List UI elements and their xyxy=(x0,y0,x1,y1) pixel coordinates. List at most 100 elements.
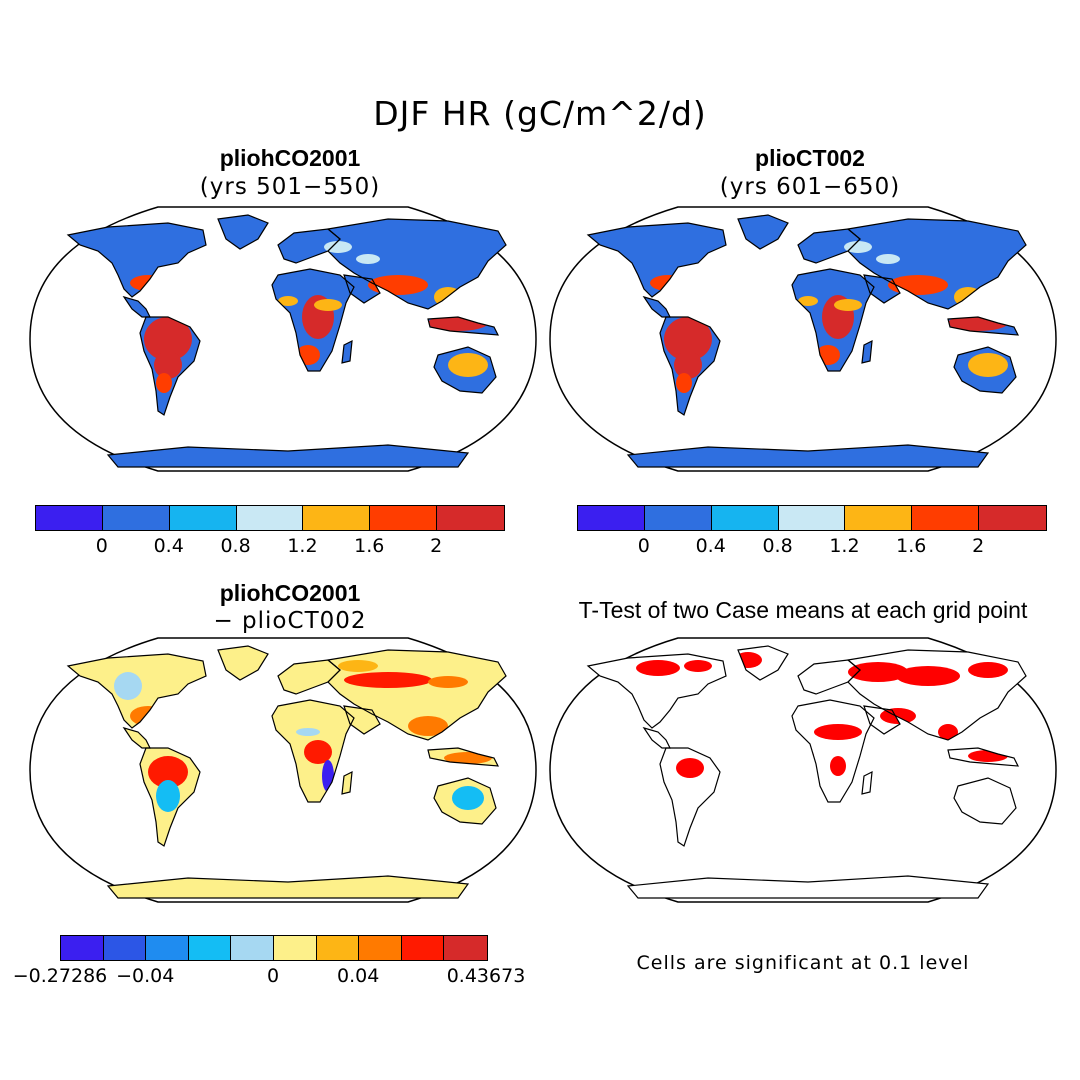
significant-region xyxy=(636,660,680,676)
hr-region xyxy=(876,254,900,264)
coastline-arabia xyxy=(863,705,901,735)
landmass-antarctica xyxy=(628,876,988,898)
coastline-southAmerica xyxy=(139,316,201,416)
coastline-indonesia xyxy=(427,316,500,336)
landmass-europe xyxy=(278,660,340,694)
significant-region xyxy=(676,758,704,778)
panel1-colorbar-ticks: 0 0.4 0.8 1.2 1.6 2 xyxy=(35,535,503,559)
colorbar-tick-label: 1.6 xyxy=(896,535,927,557)
colorbar-tick-label: 0 xyxy=(266,965,280,987)
diff-region xyxy=(156,780,180,812)
colorbar-tick-label: 0.43673 xyxy=(446,965,526,987)
colorbar-tick-label: 1.6 xyxy=(354,535,385,557)
coastline-arabia xyxy=(343,705,381,735)
colorbar-swatch xyxy=(778,506,846,530)
colorbar-tick-label: 0.4 xyxy=(695,535,726,557)
diff-region xyxy=(408,716,448,736)
hr-region xyxy=(798,296,818,306)
coastline-asia xyxy=(846,649,1027,741)
colorbar-swatch xyxy=(36,506,103,530)
coastline-southAmerica xyxy=(139,747,201,847)
colorbar-swatch xyxy=(912,506,980,530)
panel1-map xyxy=(29,206,537,472)
coastline-australia xyxy=(433,777,497,825)
coastline-southAmerica xyxy=(659,747,721,847)
panel2-title: plioCT002 xyxy=(755,145,865,171)
coastline-arabia xyxy=(863,274,901,304)
coastline-southAmerica xyxy=(659,316,721,416)
diff-region xyxy=(148,756,188,788)
colorbar-swatch xyxy=(61,936,104,960)
landmass-centralAmerica xyxy=(644,728,670,748)
colorbar-swatch xyxy=(103,936,147,960)
colorbar-tick-label: 0 xyxy=(95,535,108,557)
coastline-arabia xyxy=(343,274,381,304)
hr-region xyxy=(674,351,702,379)
landmass-centralAmerica xyxy=(124,297,150,317)
hr-region xyxy=(448,353,488,377)
hr-region xyxy=(968,353,1008,377)
hr-region xyxy=(154,351,182,379)
diff-region xyxy=(452,786,484,810)
colorbar-swatch xyxy=(273,936,317,960)
hr-region xyxy=(314,299,342,311)
coastline-asia xyxy=(326,649,507,741)
diff-region xyxy=(304,740,332,764)
colorbar-swatch xyxy=(146,936,189,960)
landmass-madagascar xyxy=(342,772,352,794)
significance-note: Cells are significant at 0.1 level xyxy=(636,952,970,974)
colorbar-tick-label: 0.8 xyxy=(762,535,793,557)
coastline-greenland xyxy=(217,645,269,681)
panel4-map xyxy=(549,637,1057,903)
coastline-antarctica xyxy=(626,444,990,468)
panel2-subtitle: (yrs 601−650) xyxy=(719,174,901,200)
coastline-australia xyxy=(953,777,1017,825)
colorbar-swatch xyxy=(845,506,913,530)
coastline-africa xyxy=(271,699,355,803)
hr-region xyxy=(676,373,692,393)
landmass-asia xyxy=(328,219,506,309)
hr-region xyxy=(156,373,172,393)
significant-region xyxy=(684,660,712,672)
colorbar-swatch xyxy=(303,506,371,530)
landmass-asia xyxy=(328,650,506,740)
coastline-indonesia xyxy=(947,316,1020,336)
colorbar-swatch xyxy=(401,936,445,960)
diff-region xyxy=(344,672,432,688)
panel1-colorbar xyxy=(35,505,505,531)
colorbar-tick-label: 0 xyxy=(637,535,650,557)
significant-region xyxy=(938,724,958,740)
landmass-australia xyxy=(954,778,1016,824)
coastline-australia xyxy=(433,346,497,394)
diff-region xyxy=(338,660,378,672)
colorbar-tick-label: 0.8 xyxy=(220,535,251,557)
hr-region xyxy=(834,299,862,311)
colorbar-swatch xyxy=(644,506,712,530)
coastline-antarctica xyxy=(106,444,470,468)
panel2-colorbar-ticks: 0 0.4 0.8 1.2 1.6 2 xyxy=(577,535,1045,559)
colorbar-swatch xyxy=(578,506,645,530)
significant-region xyxy=(896,666,960,686)
landmass-antarctica xyxy=(108,876,468,898)
colorbar-tick-label: 1.2 xyxy=(829,535,860,557)
landmass-centralAmerica xyxy=(644,297,670,317)
panel3-colorbar xyxy=(60,935,488,961)
coastline-northAmerica xyxy=(66,653,207,729)
coastline-antarctica xyxy=(106,875,470,899)
coastline-northAmerica xyxy=(586,222,727,298)
landmass-greenland xyxy=(218,215,268,249)
diff-region xyxy=(428,676,468,688)
colorbar-swatch xyxy=(711,506,779,530)
coastline-greenland xyxy=(217,214,269,250)
landmass-greenland xyxy=(738,215,788,249)
colorbar-swatch xyxy=(370,506,438,530)
landmass-europe xyxy=(278,229,340,263)
colorbar-swatch xyxy=(444,936,487,960)
hr-region xyxy=(356,254,380,264)
hr-region xyxy=(278,296,298,306)
colorbar-tick-label: 2 xyxy=(430,535,443,557)
landmass-northAmerica xyxy=(68,223,206,297)
coastline-asia xyxy=(846,218,1027,310)
colorbar-tick-label: −0.27286 xyxy=(12,965,108,987)
panel2-colorbar xyxy=(577,505,1047,531)
